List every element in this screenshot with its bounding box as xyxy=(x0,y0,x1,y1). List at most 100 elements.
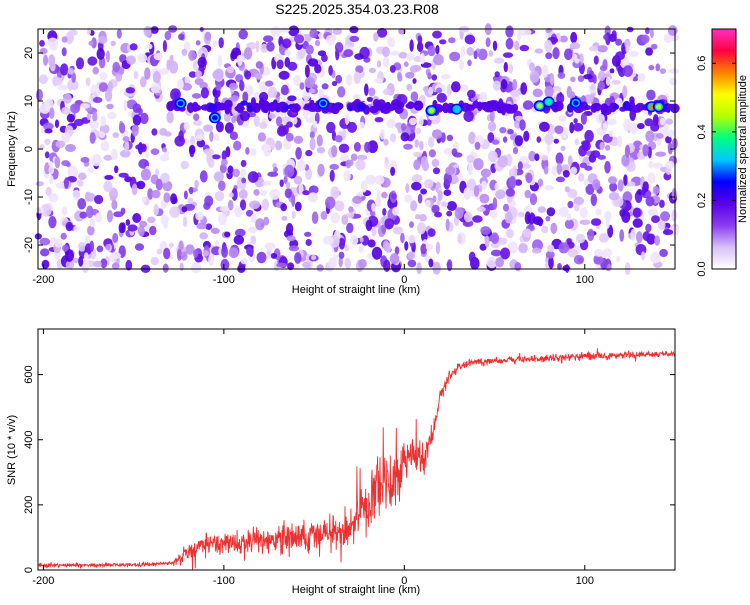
spectrogram-blob xyxy=(228,82,239,90)
spectrogram-blob xyxy=(514,40,520,51)
spectrogram-blob xyxy=(564,48,573,61)
spectrogram-blob xyxy=(651,215,660,224)
spectrogram-blob xyxy=(521,163,532,169)
spectrogram-blob xyxy=(523,228,532,238)
spectrogram-blob xyxy=(383,138,389,146)
spectrogram-blob xyxy=(49,107,55,119)
x-tick-label: 100 xyxy=(576,575,594,587)
spectrogram-blob xyxy=(332,28,342,35)
spectrogram-blob xyxy=(566,238,572,245)
spectrogram-blob xyxy=(497,155,508,168)
spectrogram-blob xyxy=(98,35,108,44)
spectrogram-blob xyxy=(243,47,253,60)
spectrogram-peak xyxy=(545,99,552,105)
spectrogram-blob xyxy=(204,195,214,207)
spectrogram-x-label: Height of straight line (km) xyxy=(292,284,420,296)
spectrogram-blob xyxy=(508,64,514,74)
spectrogram-blob xyxy=(125,259,133,271)
spectrogram-blob xyxy=(608,130,614,138)
spectrogram-blob xyxy=(143,25,152,37)
spectrogram-blob xyxy=(490,249,502,257)
spectrogram-blob xyxy=(371,246,383,260)
spectrogram-blob xyxy=(671,188,677,201)
spectrogram-blob xyxy=(357,154,368,161)
spectrogram-blob xyxy=(597,45,608,53)
spectrogram-blob xyxy=(218,37,224,49)
spectrogram-blob xyxy=(505,188,515,197)
spectrogram-blob xyxy=(415,214,421,220)
spectrogram-blob xyxy=(79,211,88,219)
spectrogram-blob xyxy=(191,93,202,99)
spectrogram-blob xyxy=(514,115,524,121)
spectrogram-blob xyxy=(536,136,542,143)
spectrogram-blob xyxy=(519,119,526,131)
spectrogram-blob xyxy=(466,154,475,164)
spectrogram-blob xyxy=(623,174,628,187)
spectrogram-blob xyxy=(437,189,443,202)
spectrogram-blob xyxy=(54,156,61,169)
spectrogram-blob xyxy=(169,242,174,248)
y-tick-label: 400 xyxy=(23,431,35,449)
spectrogram-blob xyxy=(374,77,383,84)
spectrogram-blob xyxy=(590,193,597,206)
spectrogram-blob xyxy=(334,200,345,212)
spectrogram-blob xyxy=(637,73,646,82)
spectrogram-blob xyxy=(152,71,161,84)
spectrogram-blob xyxy=(606,118,617,126)
spectrogram-blob xyxy=(609,68,615,74)
spectrogram-blob xyxy=(448,37,456,44)
spectrogram-blob xyxy=(425,243,434,251)
spectrogram-blob xyxy=(250,148,257,157)
y-tick-label: -10 xyxy=(23,189,35,205)
spectrogram-blob xyxy=(226,66,235,74)
spectrogram-blob xyxy=(420,188,427,195)
spectrogram-blob xyxy=(446,84,453,96)
spectrogram-blob xyxy=(355,159,366,171)
spectrogram-blob xyxy=(505,37,514,50)
spectrogram-blob xyxy=(196,222,207,230)
spectrogram-blob xyxy=(625,44,630,53)
spectrogram-blob xyxy=(604,160,611,174)
spectrogram-peak xyxy=(453,106,460,112)
spectrogram-blob xyxy=(463,110,474,122)
spectrogram-blob xyxy=(94,194,104,205)
spectrogram-blob xyxy=(325,196,336,210)
spectrogram-blob xyxy=(361,180,368,193)
spectrogram-blob xyxy=(48,161,53,167)
spectrogram-blob xyxy=(664,162,674,168)
spectrogram-blob xyxy=(55,140,66,149)
spectrogram-blob xyxy=(368,67,376,74)
spectrogram-blob xyxy=(150,26,159,34)
spectrogram-blob xyxy=(227,199,234,211)
spectrogram-blob xyxy=(592,179,601,191)
spectrogram-blob xyxy=(163,247,171,260)
spectrogram-blob xyxy=(436,87,443,94)
spectrogram-blob xyxy=(435,241,441,255)
spectrogram-blob xyxy=(291,116,298,125)
spectrogram-blob xyxy=(404,194,413,203)
spectrogram-blob xyxy=(541,64,549,78)
spectrogram-blob xyxy=(195,70,202,79)
spectrogram-blob xyxy=(540,154,549,161)
spectrogram-blob xyxy=(446,259,453,272)
spectrogram-blob xyxy=(652,185,660,195)
spectrogram-blob xyxy=(346,74,353,86)
spectrogram-blob xyxy=(257,132,266,142)
spectrogram-blob xyxy=(231,116,237,124)
spectrogram-blob xyxy=(264,242,276,251)
spectrogram-blob xyxy=(304,77,316,89)
spectrogram-blob xyxy=(89,240,95,252)
spectrogram-blob xyxy=(659,199,665,208)
spectrogram-band-blob xyxy=(489,100,497,107)
spectrogram-blob xyxy=(162,147,167,153)
spectrogram-blob xyxy=(49,175,54,184)
spectrogram-blob xyxy=(414,139,419,148)
spectrogram-blob xyxy=(39,237,51,246)
spectrogram-blob xyxy=(558,115,567,122)
spectrogram-blob xyxy=(382,56,390,68)
spectrogram-blob xyxy=(281,84,289,96)
spectrogram-blob xyxy=(659,117,666,126)
x-tick-label: -100 xyxy=(213,274,235,286)
spectrogram-blob xyxy=(532,88,543,98)
spectrogram-blob xyxy=(494,71,500,78)
